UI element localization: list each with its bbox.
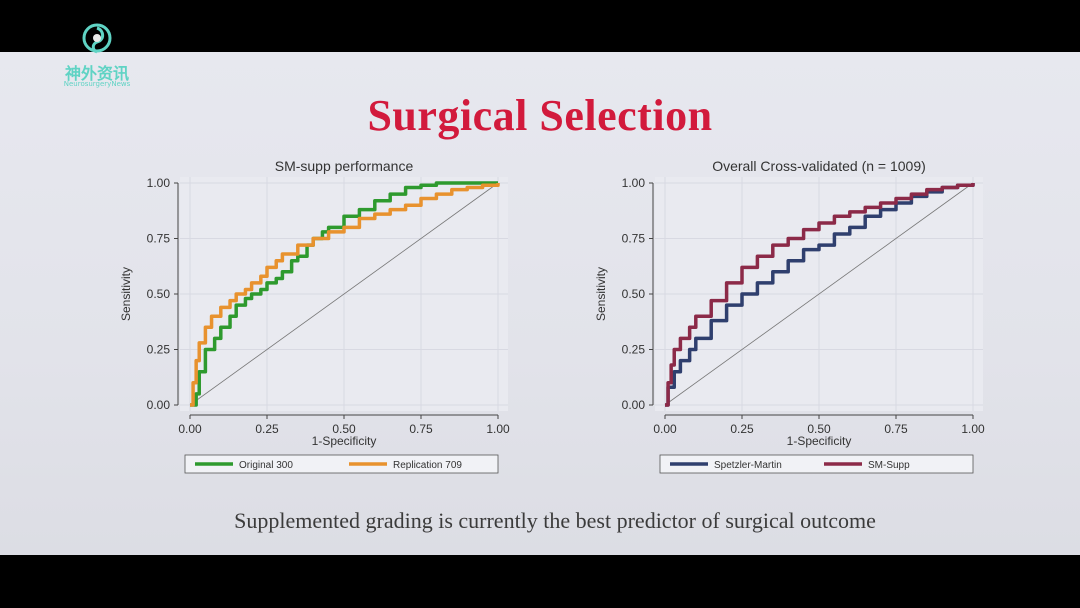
reference-line <box>189 182 499 406</box>
y-tick-label: 0.75 <box>147 232 171 246</box>
x-tick-label: 1.00 <box>486 422 510 436</box>
x-tick-label: 0.75 <box>884 422 908 436</box>
series-line-replication-709 <box>190 183 500 407</box>
brand-logo: 神外资讯 NeurosurgeryNews <box>52 22 142 92</box>
x-tick-label: 0.25 <box>255 422 279 436</box>
chart-title: SM-supp performance <box>275 158 414 174</box>
roc-svg: 0.00 0.25 0.50 0.75 1.00 0.00 0.25 0.50 0.75 1.00… <box>594 158 985 474</box>
y-tick-label: 0.00 <box>622 398 646 412</box>
x-tick-label: 0.50 <box>807 422 831 436</box>
roc-chart-overall-cross-validated: 0.00 0.25 0.50 0.75 1.00 0.00 0.25 0.50 0.75 1.00… <box>575 152 995 482</box>
y-axis-label: Sensitivity <box>594 267 608 321</box>
legend-box <box>659 454 974 474</box>
y-tick-label: 0.25 <box>622 343 646 357</box>
y-tick-label: 0.00 <box>147 398 171 412</box>
y-tick-label: 1.00 <box>147 176 171 190</box>
logo-subtitle: NeurosurgeryNews <box>63 80 131 88</box>
reference-line <box>664 182 974 406</box>
y-tick-label: 0.25 <box>147 343 171 357</box>
x-tick-label: 1.00 <box>961 422 985 436</box>
x-axis-label: 1-Specificity <box>787 434 852 448</box>
y-axis-label: Sensitivity <box>119 267 133 321</box>
x-tick-label: 0.75 <box>409 422 433 436</box>
brain-logo-icon <box>82 23 112 54</box>
roc-svg: 0.00 0.25 0.50 0.75 1.00 0.00 0.25 0.50 0.75 1.00… <box>119 158 510 474</box>
legend-label: SM-Supp <box>868 460 910 471</box>
slide-title: Surgical Selection <box>367 91 713 140</box>
x-axis-label: 1-Specificity <box>312 434 377 448</box>
chart-title: Overall Cross-validated (n = 1009) <box>712 158 926 174</box>
x-tick-label: 0.00 <box>653 422 677 436</box>
legend-box <box>184 454 499 474</box>
y-tick-label: 0.50 <box>147 287 171 301</box>
x-tick-label: 0.50 <box>332 422 356 436</box>
legend-label: Replication 709 <box>393 460 462 471</box>
x-tick-label: 0.25 <box>730 422 754 436</box>
series-line-spetzler-martin <box>665 183 975 407</box>
x-tick-label: 0.00 <box>178 422 202 436</box>
slide-caption: Supplemented grading is currently the be… <box>234 508 876 533</box>
legend-label: Original 300 <box>239 460 293 471</box>
series-line-original-300 <box>190 181 498 407</box>
series-line-sm-supp <box>665 183 975 407</box>
y-tick-label: 1.00 <box>622 176 646 190</box>
roc-chart-sm-supp-performance: 0.00 0.25 0.50 0.75 1.00 0.00 0.25 0.50 0.75 1.00… <box>100 152 520 482</box>
slide: Surgical Selection 0.00 0.25 0.50 0.75 1.00 0… <box>0 52 1080 555</box>
y-tick-label: 0.50 <box>622 287 646 301</box>
legend-label: Spetzler-Martin <box>714 460 782 471</box>
y-tick-label: 0.75 <box>622 232 646 246</box>
logo-name: 神外资讯 <box>64 64 129 83</box>
